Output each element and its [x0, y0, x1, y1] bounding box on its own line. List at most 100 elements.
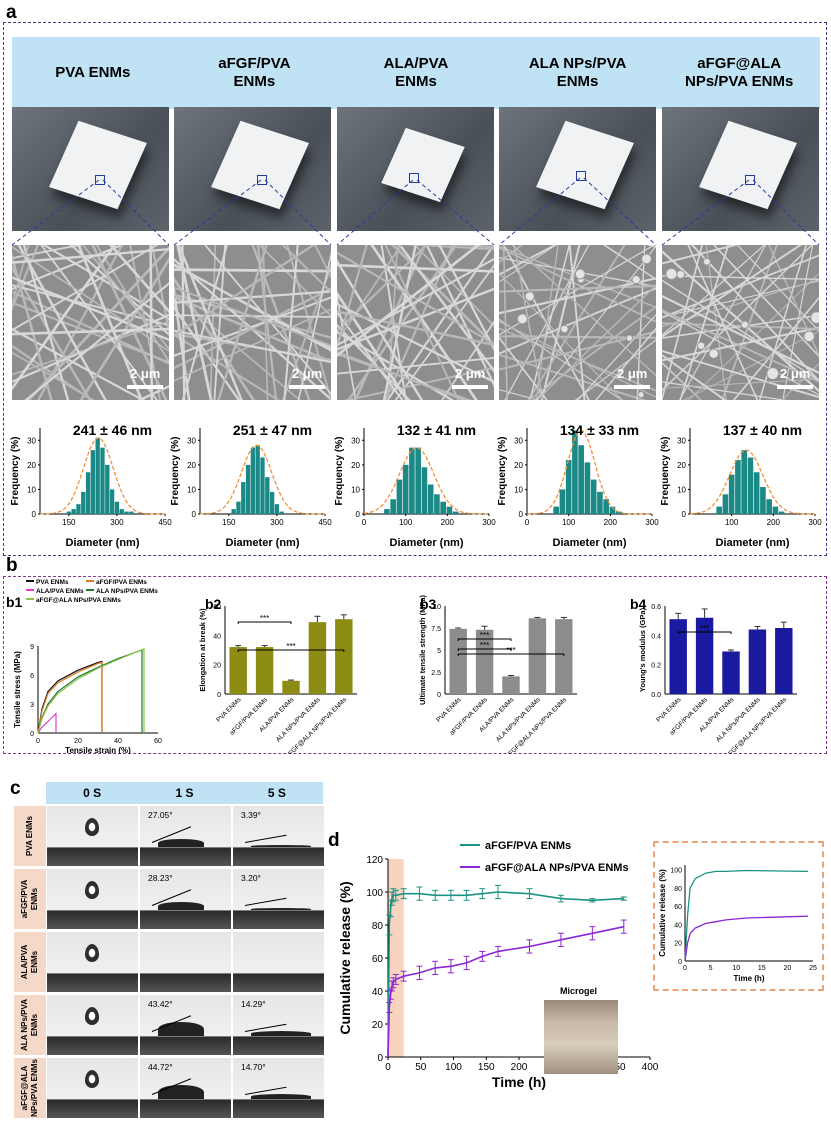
y-tick-label: 40: [674, 922, 682, 929]
bar: [255, 647, 274, 694]
sessile-droplet: [158, 1022, 204, 1036]
fiber: [502, 245, 508, 400]
y-tick-label: 0: [192, 510, 197, 519]
fiber: [662, 294, 819, 375]
nanoparticle: [766, 367, 780, 380]
fiber: [343, 366, 494, 400]
y-tick-label: 2.5: [431, 670, 441, 677]
histogram-bar: [722, 494, 729, 514]
droplet-image: [47, 932, 138, 992]
membrane-photo: [337, 107, 494, 231]
y-tick-label: 20: [27, 461, 36, 470]
fiber: [499, 245, 557, 283]
fiber: [413, 245, 494, 328]
histogram-bar: [760, 486, 766, 514]
x-tick-label: 0: [36, 738, 40, 745]
droplet-image: 14.29°: [233, 995, 324, 1055]
fiber: [177, 245, 243, 400]
y-tick-label: 60: [213, 604, 221, 611]
histogram-bar: [728, 474, 735, 514]
fiber: [687, 245, 759, 400]
nanoparticle: [740, 320, 749, 329]
fiber: [79, 257, 169, 400]
tangent-line: [244, 834, 287, 843]
fiber: [782, 245, 814, 400]
fiber: [337, 310, 494, 347]
bar: [669, 619, 687, 694]
nanoparticle: [637, 391, 645, 399]
nanoparticle: [631, 275, 641, 285]
sem-image: 2 μm: [499, 245, 656, 400]
fiber: [499, 335, 656, 339]
fiber: [12, 252, 53, 400]
y-tick-label: 0: [682, 510, 687, 519]
bar: [229, 647, 247, 694]
category-label: ALA NPs/PVA ENMs: [715, 696, 763, 744]
x-axis-label: Diameter (nm): [390, 537, 464, 549]
bar: [475, 629, 494, 694]
stress-strain-curve: [37, 712, 57, 734]
zoom-region-marker: [576, 171, 586, 181]
nanoparticle: [702, 257, 711, 266]
fiber: [286, 245, 331, 400]
scale-bar-label: 2 μm: [455, 366, 486, 381]
nanoparticle: [665, 267, 678, 280]
x-tick-label: 50: [415, 1062, 427, 1073]
fiber: [337, 245, 403, 343]
fiber: [12, 327, 146, 400]
droplet-image: [47, 1058, 138, 1118]
fiber: [662, 361, 702, 400]
x-tick-label: 400: [642, 1062, 659, 1073]
fiber: [217, 245, 268, 400]
fiber: [174, 245, 316, 337]
histogram-bar: [269, 491, 275, 514]
membrane-photo: [499, 107, 656, 231]
fiber: [174, 263, 331, 352]
contact-row-label-text: ALA NPs/PVA ENMs: [20, 998, 39, 1052]
y-tick-label: 9: [30, 644, 34, 651]
histogram-bar: [231, 509, 236, 514]
fiber: [150, 245, 169, 337]
sessile-droplet: [251, 1094, 311, 1099]
y-tick-label: 30: [27, 436, 36, 445]
panel-b-frame: [3, 576, 827, 754]
fiber: [662, 245, 803, 338]
y-tick-label: 30: [187, 436, 196, 445]
panel-label-b1: b1: [6, 594, 23, 610]
fiber: [662, 326, 819, 362]
fiber: [499, 287, 656, 355]
x-tick-label: 200: [767, 518, 781, 527]
scale-bar-label: 2 μm: [617, 366, 648, 381]
bar: [335, 619, 353, 694]
y-tick-label: 10: [433, 604, 441, 611]
inset-frame: [653, 841, 824, 991]
gaussian-fit: [363, 447, 489, 515]
fiber: [705, 245, 727, 400]
fiber: [174, 286, 331, 347]
y-tick-label: 30: [351, 436, 360, 445]
fiber: [26, 246, 169, 400]
fiber: [81, 245, 169, 351]
histogram-bar: [265, 477, 270, 514]
y-tick-label: 10: [351, 485, 360, 494]
x-axis-label: Time (h): [492, 1074, 546, 1090]
bar: [449, 628, 467, 694]
sessile-droplet: [158, 839, 204, 847]
significance-bracket: [457, 638, 512, 641]
histogram-bar: [446, 506, 453, 514]
fiber: [337, 287, 494, 351]
panel-label-c: c: [10, 778, 21, 799]
fiber: [662, 279, 819, 328]
fiber: [281, 245, 331, 294]
mean-diameter-label: 134 ± 33 nm: [560, 422, 639, 438]
fiber: [758, 245, 807, 400]
fiber: [398, 245, 494, 373]
water-droplet: [85, 818, 99, 836]
legend-label: PVA ENMs: [36, 579, 69, 586]
fiber: [91, 245, 168, 400]
release-curve: [684, 915, 808, 962]
fiber: [129, 245, 162, 400]
legend-label: aFGF@ALA NPs/PVA ENMs: [36, 597, 121, 604]
histogram-bar: [274, 504, 280, 514]
fiber: [662, 309, 819, 383]
